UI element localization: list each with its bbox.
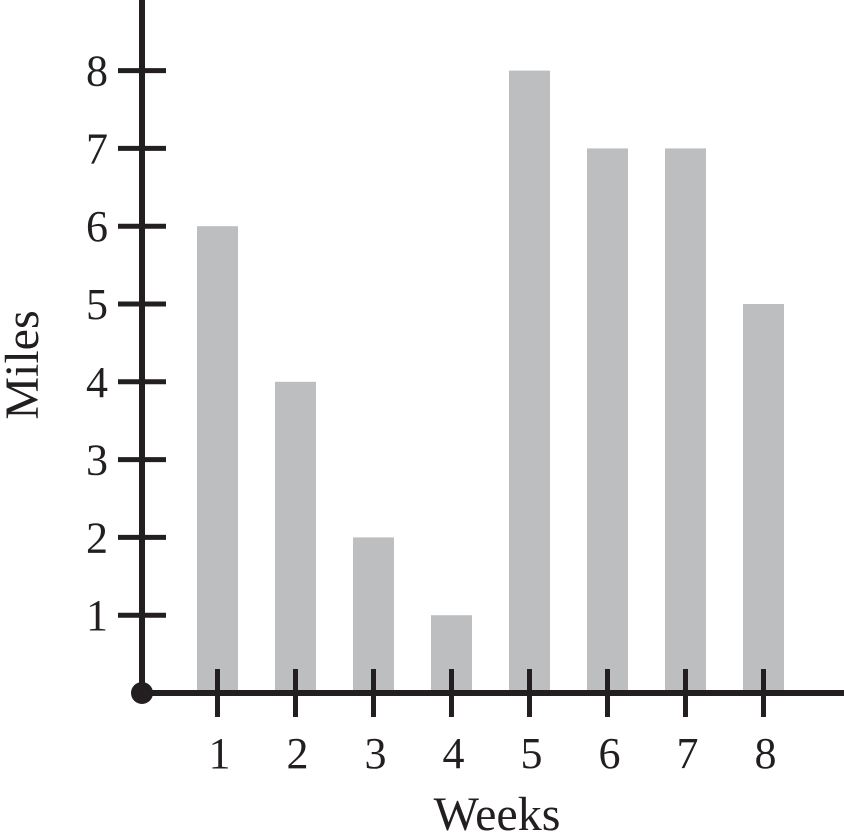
x-tick-label-8: 8: [755, 729, 777, 778]
x-axis-title: Weeks: [434, 788, 561, 833]
y-tick-label-3: 3: [86, 436, 108, 485]
y-tick-label-4: 4: [86, 358, 108, 407]
y-tick-label-1: 1: [86, 591, 108, 640]
x-tick-label-5: 5: [521, 729, 543, 778]
x-tick-label-4: 4: [443, 729, 465, 778]
bar-week-5: [509, 70, 550, 694]
bar-week-8: [743, 304, 784, 693]
y-tick-label-6: 6: [86, 202, 108, 251]
bar-week-3: [353, 537, 394, 693]
bar-week-6: [587, 148, 628, 693]
bar-week-7: [665, 148, 706, 693]
x-ticks-group: 1 2 3 4 5 6 7 8: [209, 669, 777, 778]
y-tick-label-7: 7: [86, 124, 108, 173]
x-tick-label-3: 3: [365, 729, 387, 778]
bar-week-1: [197, 226, 238, 693]
y-tick-label-2: 2: [86, 513, 108, 562]
x-tick-label-2: 2: [287, 729, 309, 778]
origin-dot: [131, 682, 153, 704]
x-tick-label-6: 6: [599, 729, 621, 778]
x-tick-label-1: 1: [209, 729, 231, 778]
bar-week-2: [275, 381, 316, 693]
bars-group: [197, 70, 784, 694]
y-tick-label-5: 5: [86, 280, 108, 329]
x-tick-label-7: 7: [677, 729, 699, 778]
axes-group: [131, 0, 844, 704]
y-axis-title: Miles: [0, 310, 49, 419]
y-tick-label-8: 8: [86, 47, 108, 96]
y-ticks-group: 1 2 3 4 5 6 7 8: [86, 47, 166, 640]
